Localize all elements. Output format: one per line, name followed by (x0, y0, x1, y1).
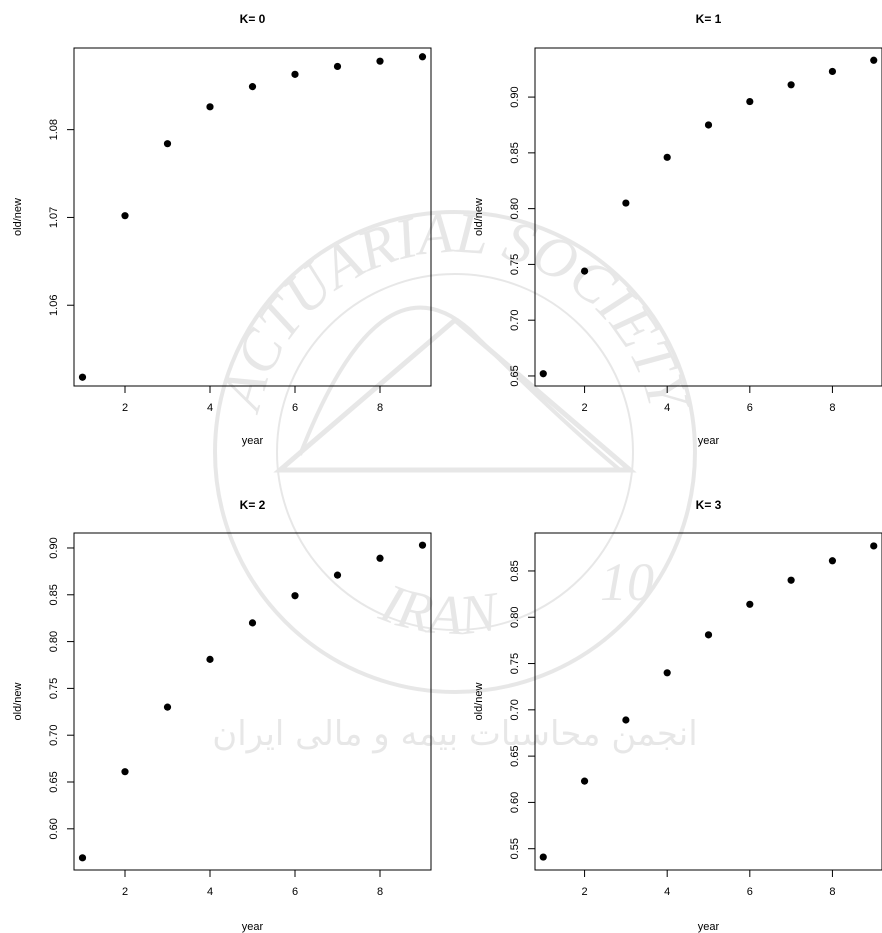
watermark-bottom-text: IRAN (372, 572, 504, 648)
data-point (870, 542, 878, 550)
y-axis-label: old/new (12, 682, 24, 720)
y-tick-label: 0.80 (509, 607, 521, 628)
x-axis-label: year (698, 435, 720, 447)
y-tick-label: 1.08 (48, 119, 60, 140)
panel-k2: K= 2 2 4 6 8 0.60 0.65 0.70 0.75 0.80 0.85 0.90 year… (12, 498, 432, 933)
data-point (206, 655, 214, 663)
data-point (828, 557, 837, 565)
data-point (248, 619, 257, 627)
y-axis-label: old/new (12, 198, 24, 236)
watermark-seal: ACTUARIAL SOCIETY IRAN 10 انجمن محاسبات … (207, 199, 703, 754)
data-point (78, 373, 87, 381)
data-point (121, 212, 129, 220)
y-tick-label: 0.90 (48, 537, 60, 558)
data-point (580, 267, 589, 275)
data-point (78, 854, 87, 862)
y-axis-label: old/new (473, 682, 485, 720)
data-point (704, 631, 713, 639)
data-point (121, 768, 129, 776)
y-tick-label: 0.65 (48, 771, 60, 792)
data-point (291, 70, 299, 78)
data-point (787, 576, 795, 584)
x-tick-label: 6 (747, 886, 753, 898)
x-tick-label: 6 (292, 402, 298, 414)
y-tick-label: 0.65 (509, 365, 521, 386)
data-point (663, 669, 671, 677)
chart-title: K= 0 (240, 12, 266, 26)
x-axis-label: year (698, 921, 720, 933)
data-point (163, 703, 172, 711)
y-tick-label: 0.60 (509, 792, 521, 813)
y-tick-label: 0.85 (48, 584, 60, 605)
x-tick-label: 2 (122, 402, 128, 414)
data-point (828, 67, 837, 76)
data-point (418, 53, 427, 61)
data-point (580, 777, 589, 785)
y-tick-label: 1.06 (48, 295, 60, 316)
data-point (787, 81, 795, 89)
chart-title: K= 3 (696, 498, 722, 512)
x-tick-label: 6 (292, 886, 298, 898)
data-point (704, 121, 713, 129)
y-tick-label: 0.75 (509, 254, 521, 275)
y-axis-label: old/new (473, 198, 485, 236)
watermark-arc-text: ACTUARIAL SOCIETY (207, 199, 703, 421)
chart-title: K= 1 (696, 12, 722, 26)
data-point (206, 103, 214, 111)
panel-k0: K= 0 2 4 6 8 1.06 1.07 1.08 year old/new (12, 12, 432, 447)
y-tick-label: 0.70 (509, 699, 521, 720)
x-tick-label: 2 (582, 886, 588, 898)
data-point (248, 83, 257, 91)
y-tick-label: 0.85 (509, 560, 521, 581)
plot-frame (534, 532, 882, 871)
plot-frame (534, 47, 882, 387)
data-point (539, 370, 547, 378)
y-tick-label: 0.85 (509, 142, 521, 163)
panel-k1: K= 1 2 4 6 8 0.65 0.70 0.75 0.80 0.85 0.90 year old/… (473, 12, 882, 447)
y-tick-label: 0.65 (509, 745, 521, 766)
data-point (333, 62, 342, 71)
y-tick-label: 0.70 (48, 724, 60, 745)
x-tick-label: 4 (664, 886, 670, 898)
x-tick-label: 4 (207, 886, 213, 898)
x-tick-label: 4 (207, 402, 213, 414)
data-point (746, 600, 754, 608)
y-tick-label: 0.80 (48, 631, 60, 652)
data-point (376, 57, 384, 65)
x-tick-label: 6 (747, 402, 753, 414)
y-tick-label: 0.55 (509, 838, 521, 859)
x-tick-label: 8 (829, 402, 835, 414)
chart-title: K= 2 (240, 498, 266, 512)
x-axis-label: year (242, 435, 264, 447)
data-point (539, 853, 547, 861)
data-point (622, 716, 630, 724)
y-tick-label: 0.80 (509, 198, 521, 219)
data-point (746, 97, 754, 106)
x-tick-label: 8 (377, 886, 383, 898)
y-tick-label: 0.75 (509, 653, 521, 674)
data-point (870, 56, 878, 64)
data-point (418, 541, 427, 549)
data-point (376, 554, 384, 562)
y-tick-label: 0.60 (48, 818, 60, 839)
x-tick-label: 8 (377, 402, 383, 414)
y-tick-label: 0.90 (509, 86, 521, 107)
x-tick-label: 2 (582, 402, 588, 414)
y-tick-label: 0.70 (509, 309, 521, 330)
data-point (163, 140, 172, 148)
watermark-numeral: 10 (600, 552, 654, 612)
watermark-persian-text: انجمن محاسبات بیمه و مالی ایران (212, 714, 697, 754)
data-point (622, 199, 630, 207)
panel-k3: K= 3 2 4 6 8 0.55 0.60 0.65 0.70 0.75 0.80 0.85 year… (473, 498, 882, 933)
data-point (663, 153, 671, 161)
x-tick-label: 2 (122, 886, 128, 898)
x-axis-label: year (242, 921, 264, 933)
data-point (291, 592, 299, 600)
x-tick-label: 4 (664, 402, 670, 414)
y-tick-label: 0.75 (48, 678, 60, 699)
y-tick-label: 1.07 (48, 207, 60, 228)
data-point (333, 571, 342, 579)
x-tick-label: 8 (829, 886, 835, 898)
